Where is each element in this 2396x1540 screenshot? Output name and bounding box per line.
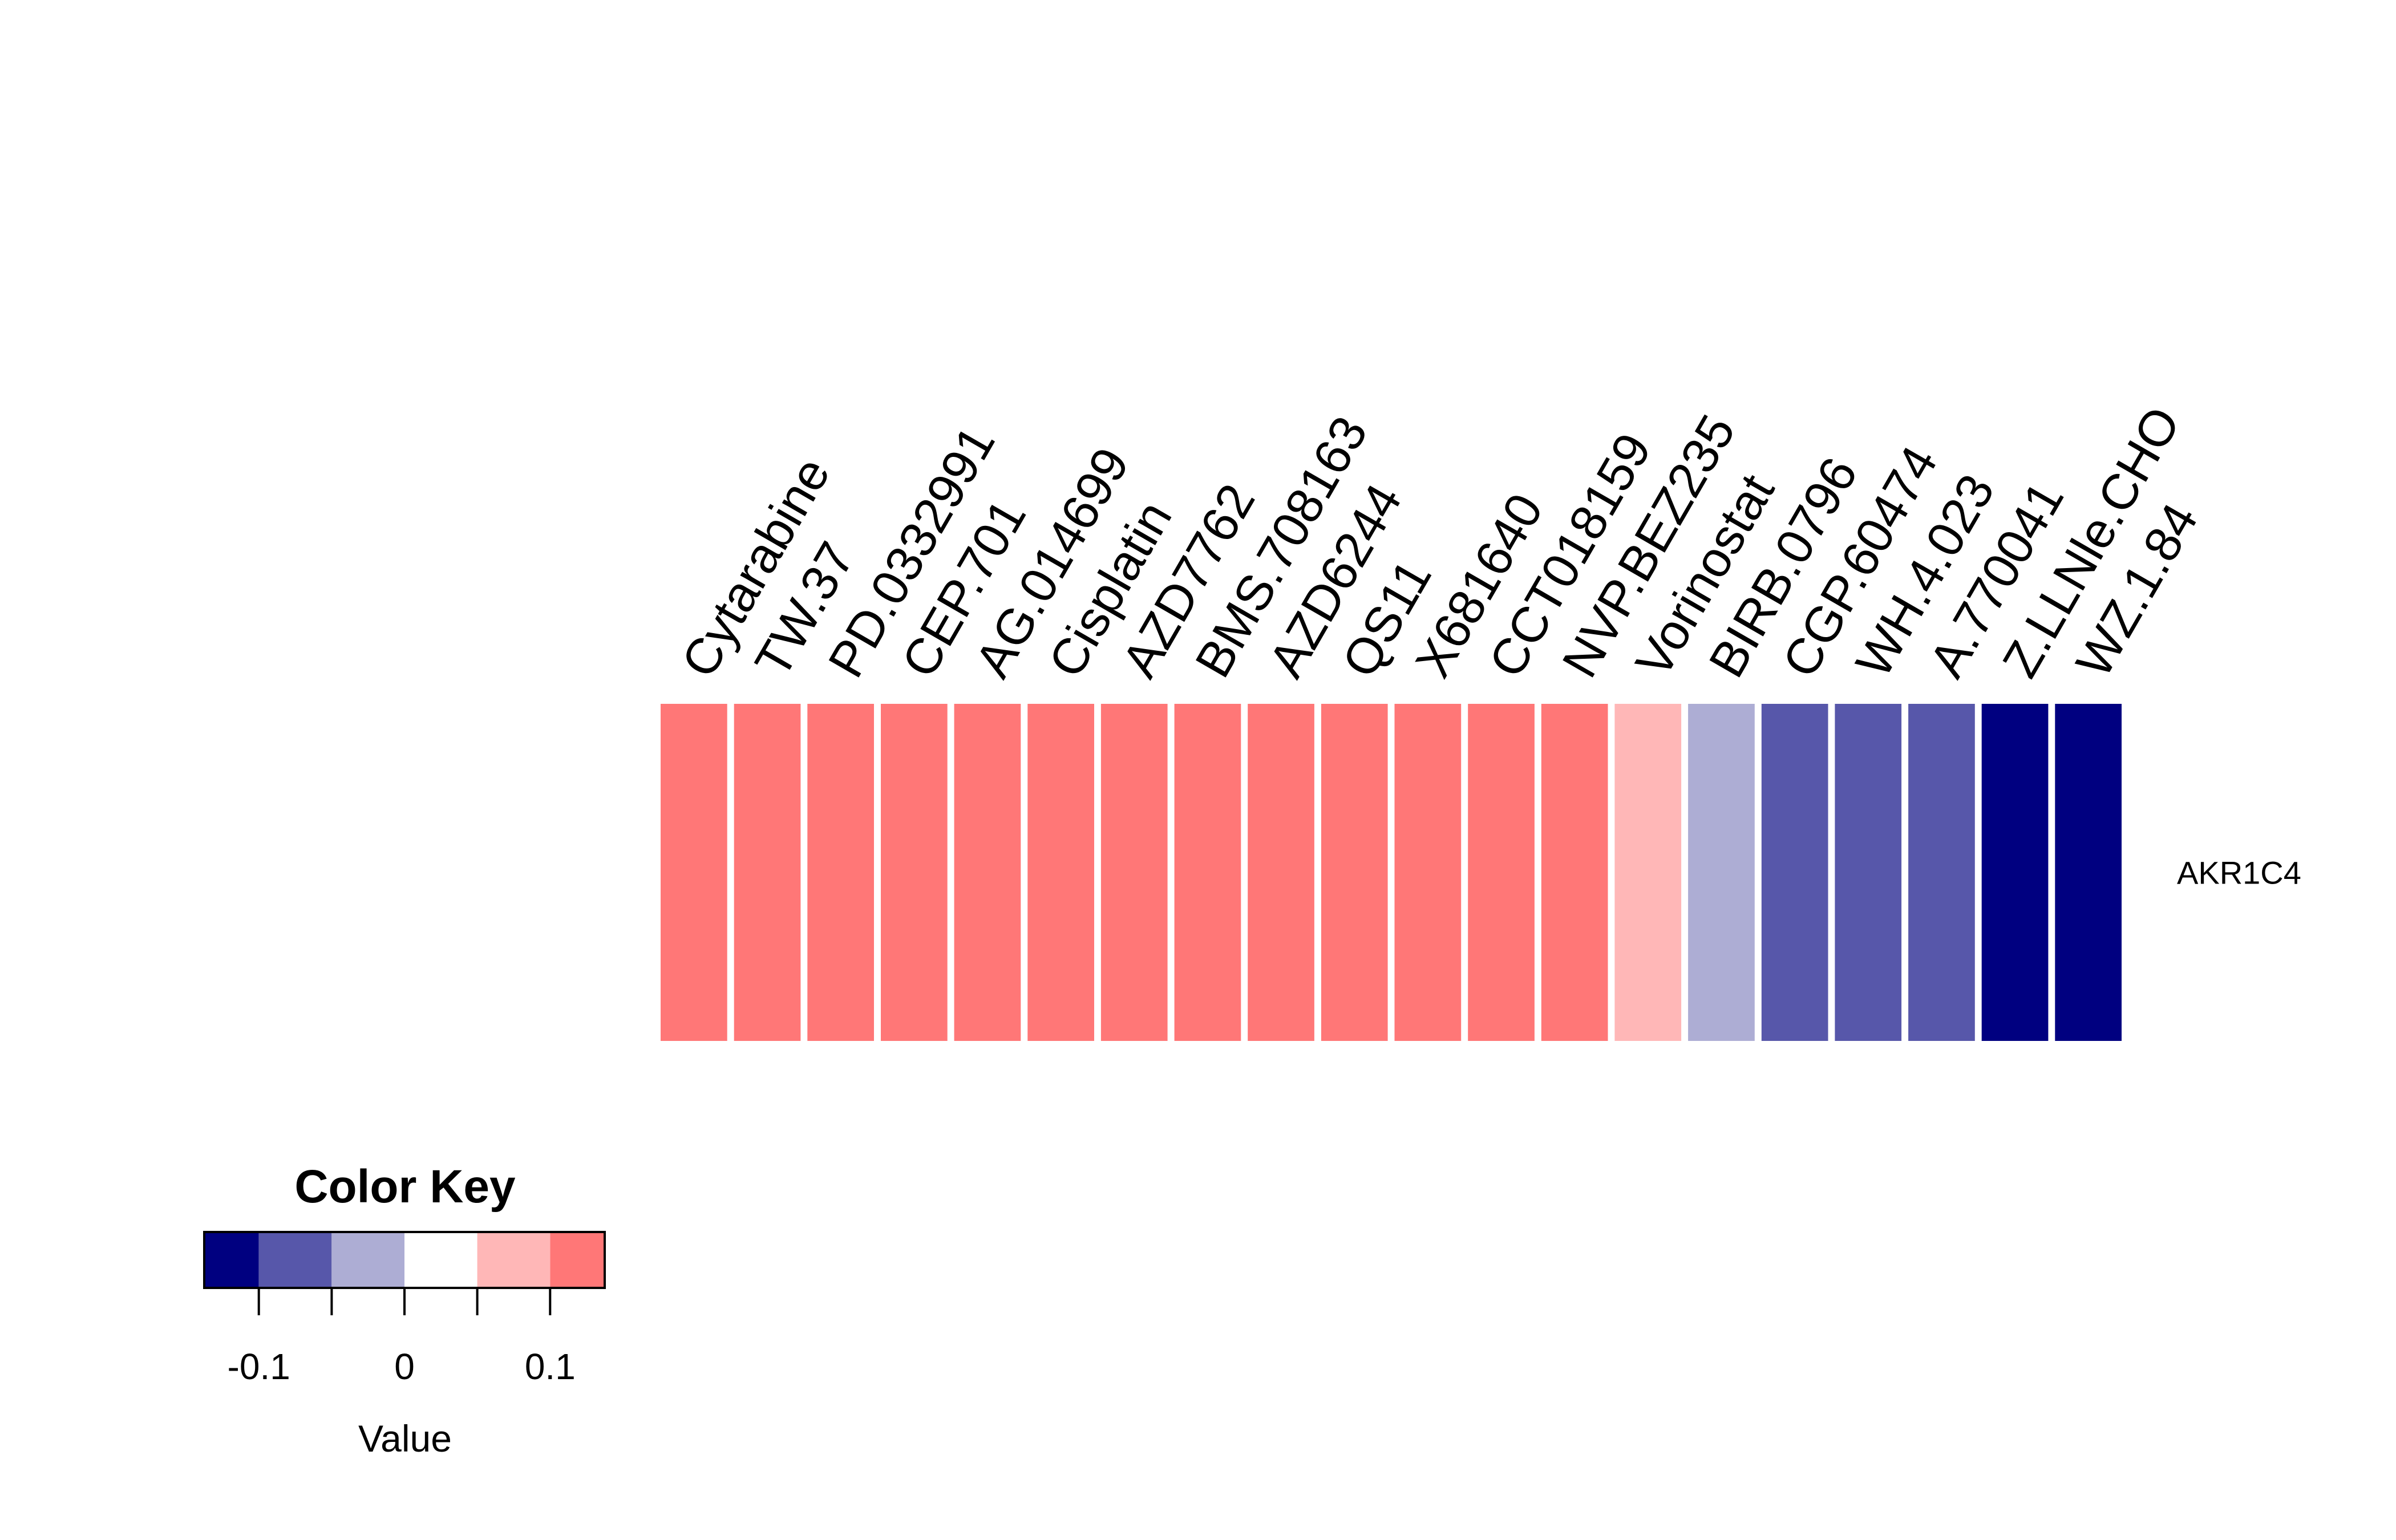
color-key-band (550, 1232, 605, 1288)
heatmap-cell (734, 704, 801, 1041)
heatmap-cell (1248, 704, 1314, 1041)
color-key-band (477, 1232, 551, 1288)
heatmap-cell (1468, 704, 1535, 1041)
color-key-tick-label: 0.1 (525, 1346, 576, 1387)
heatmap-cell (1908, 704, 1975, 1041)
heatmap-cell (807, 704, 874, 1041)
color-key-band (204, 1232, 259, 1288)
color-key-band (404, 1232, 477, 1288)
color-key-band (331, 1232, 404, 1288)
heatmap-cell (1174, 704, 1241, 1041)
heatmap-cell (1761, 704, 1828, 1041)
column-labels: CytarabineTW.37PD.0332991CEP.701AG.01469… (670, 398, 2208, 687)
heatmap-cell (881, 704, 948, 1041)
heatmap-cell (1614, 704, 1682, 1041)
color-key-tick-label: -0.1 (228, 1346, 290, 1387)
heatmap-cell (1835, 704, 1902, 1041)
heatmap-cell (1981, 704, 2049, 1041)
row-label: AKR1C4 (2177, 855, 2301, 891)
color-key-axis-label: Value (358, 1417, 452, 1460)
color-key-ticks: -0.1 0 0.1 (228, 1288, 576, 1387)
heatmap-cell (1321, 704, 1388, 1041)
row-labels: AKR1C4 (2177, 855, 2301, 891)
heatmap-cell (2055, 704, 2122, 1041)
color-key-bands (203, 1231, 606, 1289)
color-key: Color Key -0.1 0 0.1 Value (203, 1161, 606, 1460)
heatmap-cell (661, 704, 727, 1041)
heatmap-cell (954, 704, 1021, 1041)
heatmap-cell (1100, 704, 1168, 1041)
heatmap-cell (1688, 704, 1755, 1041)
heatmap-cells (661, 704, 2122, 1041)
heatmap-cell (1541, 704, 1608, 1041)
color-key-title: Color Key (294, 1161, 516, 1213)
color-key-tick-label: 0 (394, 1346, 415, 1387)
heatmap-cell (1394, 704, 1462, 1041)
color-key-band (258, 1232, 332, 1288)
heatmap-cell (1027, 704, 1094, 1041)
